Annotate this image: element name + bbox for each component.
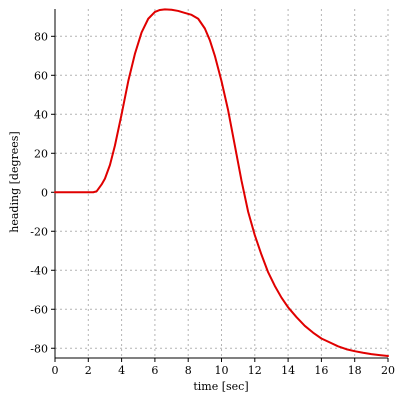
y-tick-label: 60: [34, 69, 48, 82]
x-tick-label: 14: [281, 364, 295, 377]
x-tick-label: 20: [381, 364, 395, 377]
grid: [55, 9, 389, 358]
y-tick-label: -60: [30, 303, 48, 316]
heading-series-line: [54, 8, 389, 358]
y-tick-label: 40: [34, 108, 48, 121]
x-tick-label: 10: [215, 364, 229, 377]
series: [54, 8, 389, 358]
ticks: 0 2 4 6 8 10 12 14 16 18 20 -80 -60 -40 -20 0 20 40 60 80: [30, 30, 395, 377]
y-axis-title: heading [degrees]: [8, 131, 21, 232]
x-tick-label: 12: [248, 364, 262, 377]
y-tick-label: 80: [34, 30, 48, 43]
x-tick-label: 4: [118, 364, 125, 377]
y-tick-label: 20: [34, 147, 48, 160]
y-tick-label: -80: [30, 342, 48, 355]
x-tick-label: 2: [85, 364, 92, 377]
x-tick-label: 0: [52, 364, 59, 377]
x-tick-label: 16: [314, 364, 328, 377]
y-tick-label: 0: [41, 186, 48, 199]
x-tick-label: 6: [151, 364, 158, 377]
x-axis-title: time [sec]: [193, 380, 248, 393]
y-tick-label: -40: [30, 264, 48, 277]
x-tick-label: 18: [348, 364, 362, 377]
y-tick-label: -20: [30, 225, 48, 238]
x-tick-label: 8: [185, 364, 192, 377]
